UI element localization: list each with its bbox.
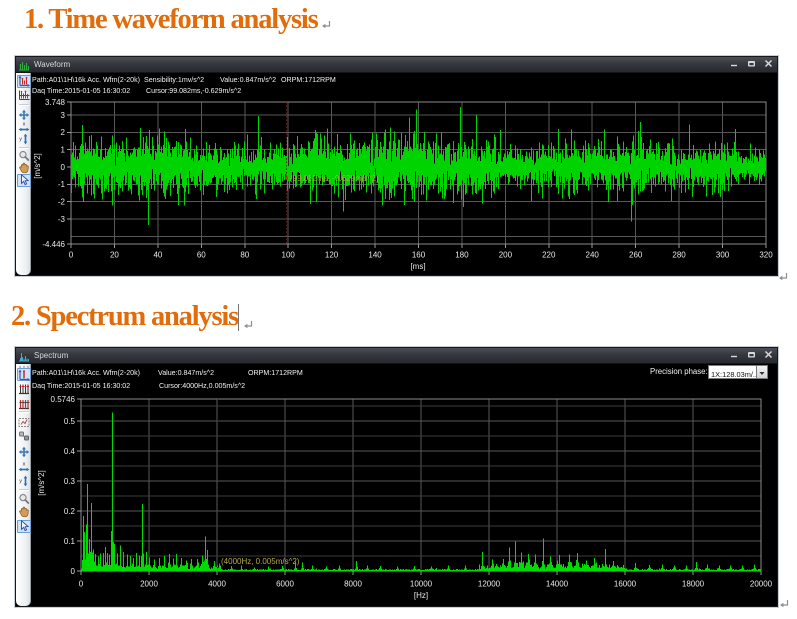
svg-text:60: 60: [197, 251, 206, 260]
svg-text:240: 240: [586, 251, 600, 260]
svg-text:260: 260: [629, 251, 643, 260]
svg-text:3.748: 3.748: [45, 98, 66, 107]
svg-text:8000: 8000: [344, 580, 362, 589]
svg-text:14000: 14000: [546, 580, 569, 589]
svg-text:(4000Hz, 0.005m/s^2): (4000Hz, 0.005m/s^2): [221, 557, 300, 566]
svg-text:12000: 12000: [478, 580, 501, 589]
svg-text:120: 120: [325, 251, 339, 260]
svg-text:0: 0: [79, 580, 84, 589]
svg-text:y: y: [19, 479, 22, 485]
svg-text:-2: -2: [58, 197, 66, 206]
svg-text:320: 320: [759, 251, 773, 260]
svg-text:0.5746: 0.5746: [51, 395, 76, 404]
svg-text:6000: 6000: [276, 580, 294, 589]
svg-text:0.5: 0.5: [64, 417, 76, 426]
svg-text:-4.446: -4.446: [42, 240, 65, 249]
svg-text:220: 220: [542, 251, 556, 260]
svg-text:280: 280: [672, 251, 686, 260]
svg-text:140: 140: [368, 251, 382, 260]
svg-text:[m/s^2]: [m/s^2]: [37, 470, 46, 496]
svg-text:200: 200: [499, 251, 513, 260]
svg-text:-3: -3: [58, 215, 66, 224]
svg-text:1: 1: [61, 145, 66, 154]
svg-text:20: 20: [110, 251, 119, 260]
svg-text:(99.082ms, -0.629m/s^2): (99.082ms, -0.629m/s^2): [290, 174, 379, 183]
svg-text:[Hz]: [Hz]: [414, 591, 428, 600]
svg-text:x: x: [22, 121, 25, 127]
svg-text:[m/s^2]: [m/s^2]: [33, 153, 42, 179]
svg-text:0: 0: [61, 163, 66, 172]
svg-text:x: x: [22, 461, 25, 467]
svg-text:160: 160: [412, 251, 426, 260]
svg-text:0.4: 0.4: [64, 447, 76, 456]
svg-text:4000: 4000: [208, 580, 226, 589]
svg-text:-1: -1: [58, 180, 66, 189]
svg-text:16000: 16000: [614, 580, 637, 589]
svg-text:0: 0: [69, 251, 74, 260]
svg-text:180: 180: [455, 251, 469, 260]
svg-text:18000: 18000: [682, 580, 705, 589]
svg-text:2000: 2000: [140, 580, 158, 589]
svg-text:0.3: 0.3: [64, 477, 76, 486]
svg-text:[ms]: [ms]: [410, 262, 425, 271]
svg-text:100: 100: [282, 251, 296, 260]
svg-text:40: 40: [153, 251, 162, 260]
svg-text:300: 300: [716, 251, 730, 260]
svg-text:y: y: [19, 137, 22, 143]
svg-text:80: 80: [240, 251, 249, 260]
svg-text:0: 0: [71, 567, 76, 576]
svg-text:0.1: 0.1: [64, 537, 76, 546]
svg-text:0.2: 0.2: [64, 507, 76, 516]
svg-text:20000: 20000: [750, 580, 773, 589]
svg-text:10000: 10000: [410, 580, 433, 589]
svg-text:2: 2: [61, 128, 66, 137]
svg-text:3: 3: [61, 111, 66, 120]
